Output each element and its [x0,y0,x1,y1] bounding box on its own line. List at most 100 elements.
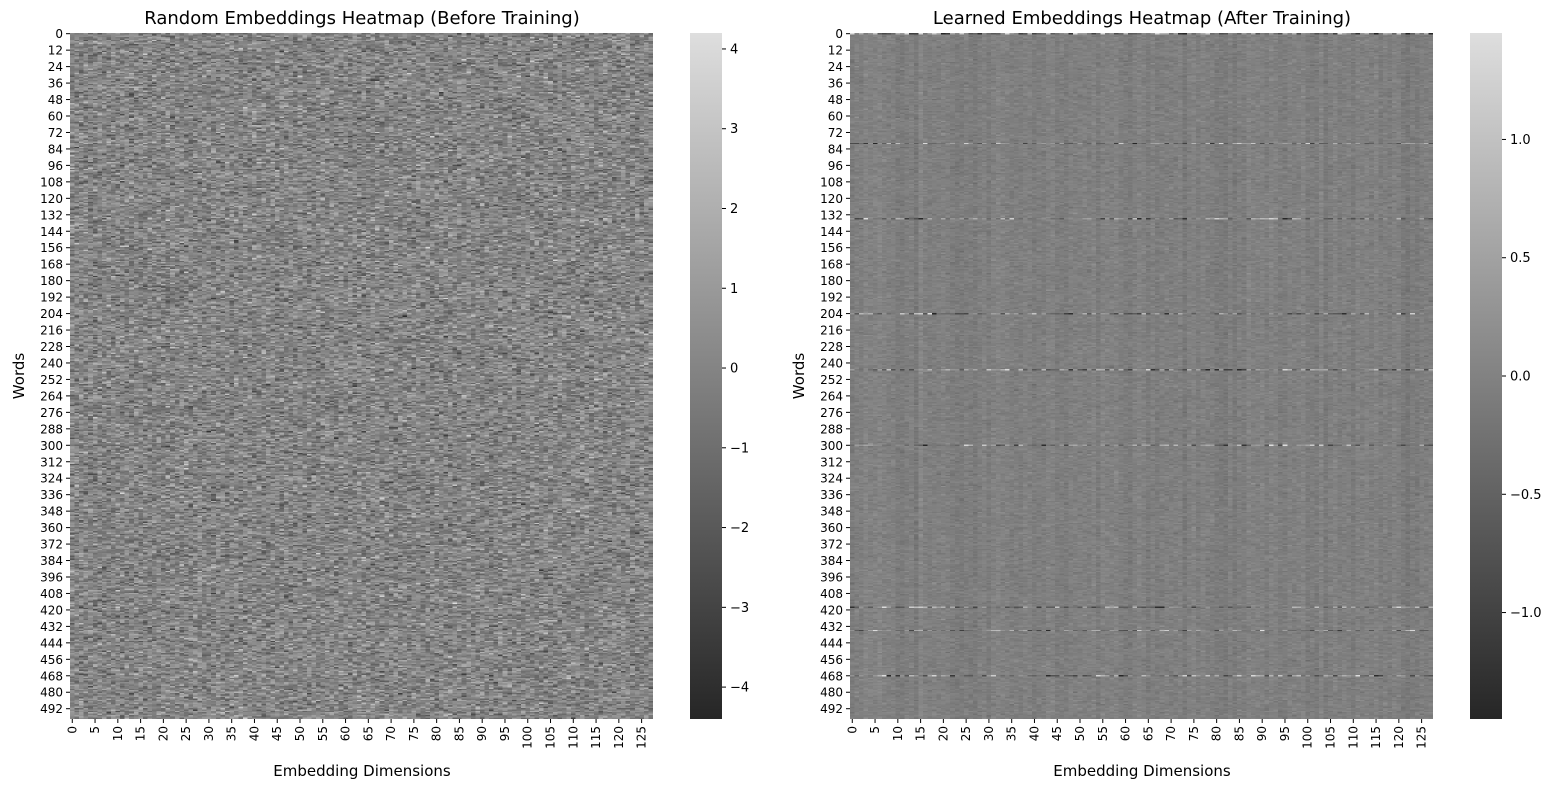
y-tick-label: 72 [828,126,843,140]
y-tick-label: 204 [40,307,63,321]
y-tick-label: 192 [40,291,63,305]
y-tick-label: 312 [820,455,843,469]
y-tick-label: 300 [40,439,63,453]
x-tick-label: 40 [1027,726,1041,741]
x-tick-label: 0 [65,726,79,734]
y-tick-label: 372 [820,538,843,552]
x-tick-label: 0 [845,726,859,734]
y-tick-label: 372 [40,538,63,552]
x-tick-label: 45 [270,726,284,741]
x-tick-label: 100 [521,726,535,749]
colorbar-tick-label: −2 [730,521,749,536]
y-tick-label: 120 [40,192,63,206]
x-tick-label: 125 [635,726,649,749]
x-tick-label: 65 [361,726,375,741]
y-tick-label: 360 [820,521,843,535]
y-tick-label: 348 [820,505,843,519]
heatmap-after [850,33,1433,719]
y-tick-label: 120 [820,192,843,206]
heatmap-cells-before [70,33,653,719]
y-tick-label: 468 [820,669,843,683]
x-tick-label: 45 [1050,726,1064,741]
y-axis-label-before: Words [10,353,28,400]
x-tick-label: 15 [914,726,928,741]
x-tick-label: 35 [225,726,239,741]
y-tick-label: 444 [40,636,63,650]
x-tick-label: 40 [247,726,261,741]
y-tick-label: 420 [40,603,63,617]
y-tick-label: 24 [48,60,63,74]
y-tick-label: 36 [48,77,63,91]
y-tick-label: 240 [40,356,63,370]
y-tick-label: 144 [40,225,63,239]
x-tick-label: 90 [475,726,489,741]
y-tick-label: 168 [820,258,843,272]
x-tick-label: 5 [88,726,102,734]
x-tick-label: 95 [1278,726,1292,741]
heatmap-panel-after: Learned Embeddings Heatmap (After Traini… [790,8,1542,780]
y-tick-label: 384 [820,554,843,568]
colorbar-tick-label: −1 [730,441,749,456]
colorbar-tick-label: −0.5 [1510,488,1542,503]
y-tick-label: 408 [820,587,843,601]
y-tick-label: 180 [820,274,843,288]
colorbar-gradient-after [1470,33,1502,719]
y-tick-label: 468 [40,669,63,683]
x-tick-label: 55 [316,726,330,741]
y-tick-label: 432 [40,620,63,634]
y-axis-label-after: Words [790,353,808,400]
colorbar-gradient-before [690,33,722,719]
y-tick-label: 84 [48,142,63,156]
x-tick-label: 50 [1073,726,1087,741]
y-tick-label: 216 [40,324,63,338]
x-tick-label: 75 [1187,726,1201,741]
x-axis-label-after: Embedding Dimensions [1053,762,1231,780]
y-tick-label: 288 [40,422,63,436]
y-tick-label: 96 [48,159,63,173]
x-tick-label: 10 [891,726,905,741]
y-tick-label: 348 [40,505,63,519]
y-tick-label: 12 [48,44,63,58]
x-tick-label: 95 [498,726,512,741]
x-tick-label: 35 [1005,726,1019,741]
y-tick-label: 132 [40,208,63,222]
x-tick-label: 115 [1369,726,1383,749]
y-tick-label: 300 [820,439,843,453]
colorbar-ticks-after: −1.0 −0.5 0.0 0.5 1.0 [1502,133,1542,621]
y-tick-label: 60 [828,110,843,124]
y-tick-label: 84 [828,142,843,156]
x-tick-label: 105 [544,726,558,749]
y-tick-label: 444 [820,636,843,650]
y-tick-label: 456 [820,653,843,667]
x-tick-label: 10 [111,726,125,741]
colorbar-ticks-before: −4 −3 −2 −1 0 1 2 3 4 [722,42,749,696]
y-tick-label: 252 [40,373,63,387]
x-tick-label: 25 [959,726,973,741]
x-tick-label: 20 [936,726,950,741]
x-tick-label: 70 [384,726,398,741]
colorbar-before: −4 −3 −2 −1 0 1 2 3 4 [690,33,749,719]
x-tick-label: 75 [407,726,421,741]
x-tick-label: 25 [179,726,193,741]
y-tick-label: 144 [820,225,843,239]
y-tick-label: 276 [40,406,63,420]
x-tick-label: 50 [293,726,307,741]
chart-title-before: Random Embeddings Heatmap (Before Traini… [144,8,580,29]
colorbar-tick-label: −1.0 [1510,606,1542,621]
y-tick-label: 168 [40,258,63,272]
colorbar-tick-label: 1.0 [1510,133,1531,148]
y-tick-label: 252 [820,373,843,387]
y-tick-label: 156 [820,241,843,255]
x-tick-label: 110 [1346,726,1360,749]
heatmap-panel-before: Random Embeddings Heatmap (Before Traini… [10,8,749,780]
y-tick-label: 60 [48,110,63,124]
x-tick-label: 60 [1119,726,1133,741]
y-tick-label: 48 [828,93,843,107]
colorbar-tick-label: −3 [730,601,749,616]
y-axis-ticks-before: 0 12 24 36 48 60 72 84 96 108 120 132 144 156 168 180 19… [40,27,70,716]
chart-title-after: Learned Embeddings Heatmap (After Traini… [933,8,1351,29]
y-tick-label: 0 [835,27,843,41]
y-tick-label: 72 [48,126,63,140]
y-tick-label: 264 [40,389,63,403]
